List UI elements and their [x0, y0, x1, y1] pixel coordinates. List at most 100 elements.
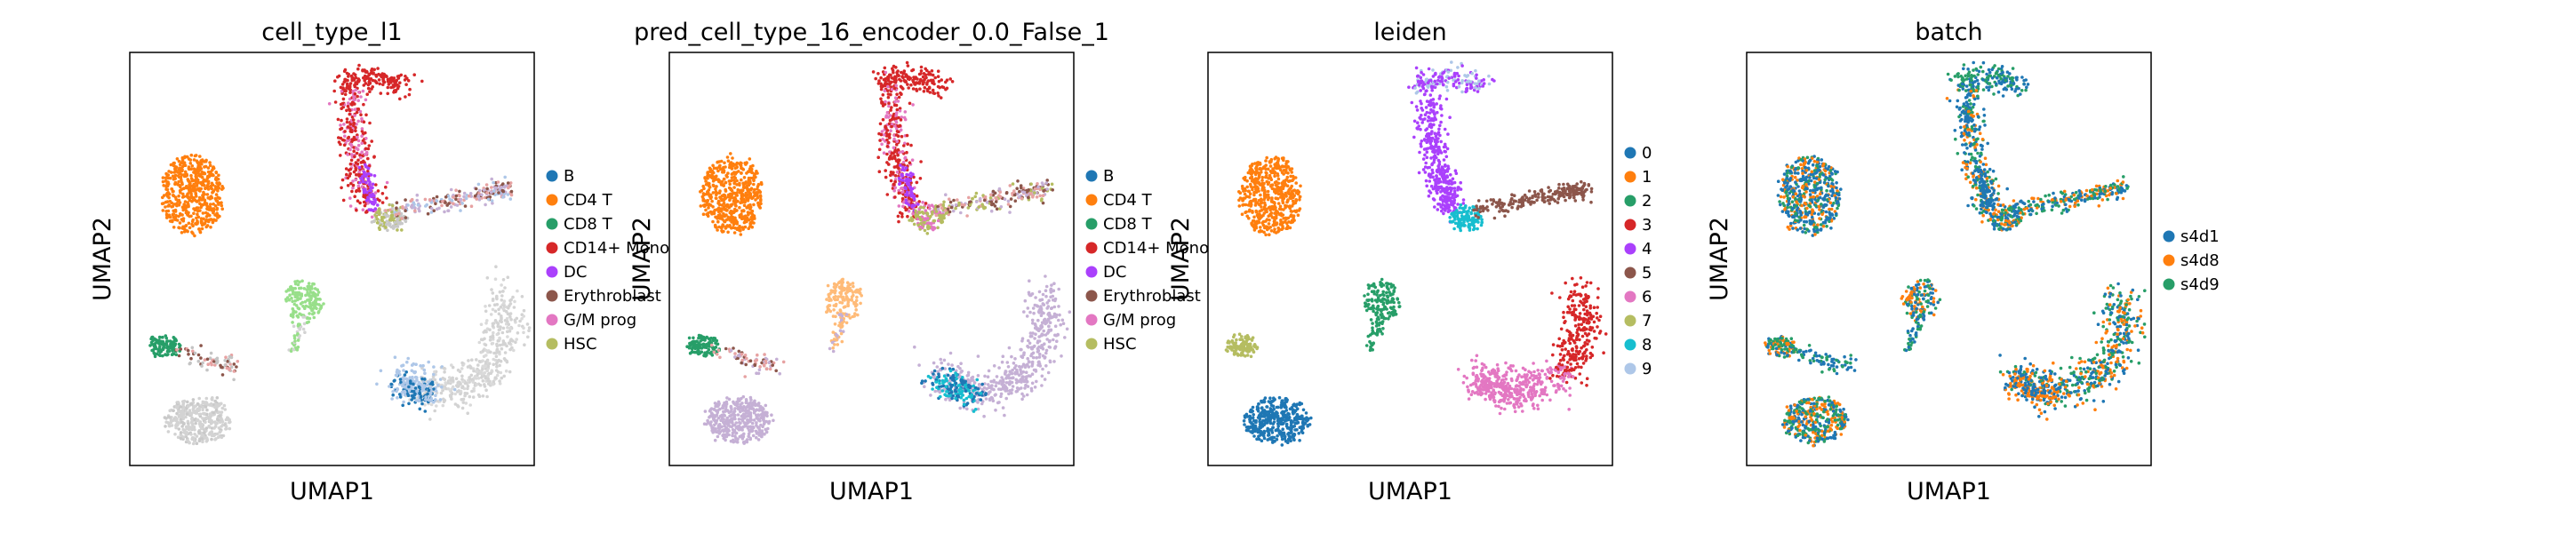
scatter-point [410, 203, 414, 207]
scatter-point [333, 79, 337, 83]
scatter-point [297, 306, 301, 311]
scatter-point [351, 179, 355, 183]
scatter-point [475, 382, 479, 386]
scatter-point [496, 359, 500, 363]
scatter-point [971, 196, 974, 201]
scatter-point [743, 194, 748, 197]
scatter-point [917, 82, 922, 85]
scatter-point [706, 214, 710, 218]
scatter-point [724, 227, 728, 230]
scatter-point [308, 301, 312, 306]
scatter-point [201, 405, 205, 410]
legend-label: DC [564, 263, 587, 282]
scatter-point [502, 186, 507, 189]
scatter-point [728, 182, 732, 187]
scatter-point [743, 225, 748, 229]
scatter-point [434, 202, 437, 206]
scatter-point [748, 359, 753, 363]
scatter-point [414, 399, 419, 402]
scatter-point [884, 70, 888, 75]
scatter-point [455, 203, 460, 207]
scatter-point [333, 100, 338, 104]
scatter-point [173, 180, 178, 185]
scatter-point [188, 158, 193, 162]
scatter-point [236, 360, 240, 363]
scatter-point [880, 99, 884, 104]
scatter-point [354, 129, 357, 133]
scatter-point [204, 396, 209, 401]
scatter-point [922, 211, 925, 215]
scatter-point [196, 402, 200, 406]
scatter-point [732, 219, 736, 222]
scatter-point [503, 351, 508, 354]
scatter-point [312, 315, 316, 320]
scatter-point [952, 198, 956, 203]
scatter-point [357, 91, 361, 94]
scatter-point [476, 194, 481, 198]
scatter-point [733, 192, 737, 195]
scatter-point [366, 83, 371, 87]
scatter-point [687, 336, 692, 340]
scatter-point [309, 284, 314, 289]
scatter-point [170, 201, 173, 205]
scatter-point [860, 294, 863, 298]
scatter-point [985, 200, 989, 204]
scatter-point [202, 190, 205, 195]
scatter-point [844, 305, 847, 309]
scatter-point [363, 74, 367, 78]
scatter-point [205, 416, 209, 420]
scatter-point [220, 201, 223, 204]
scatter-point [412, 73, 417, 76]
scatter-point [497, 191, 500, 195]
scatter-point [224, 418, 228, 422]
scatter-point [725, 430, 730, 434]
scatter-point [830, 290, 834, 294]
scatter-point [435, 404, 438, 408]
scatter-point [307, 282, 311, 285]
scatter-point [479, 338, 484, 342]
scatter-point [745, 356, 748, 361]
scatter-point [224, 427, 228, 431]
scatter-point [201, 401, 205, 405]
scatter-point [711, 219, 715, 224]
scatter-point [748, 169, 752, 172]
scatter-point [202, 222, 206, 227]
scatter-point [165, 216, 169, 219]
scatter-point [989, 200, 994, 203]
legend-label: G/M prog [564, 311, 636, 330]
scatter-point [209, 413, 213, 417]
scatter-point [352, 121, 356, 125]
scatter-point [362, 189, 366, 194]
scatter-point [200, 364, 204, 368]
scatter-point [917, 211, 922, 215]
scatter-point [198, 230, 203, 235]
scatter-point [192, 426, 196, 429]
scatter-point [192, 158, 196, 162]
scatter-point [505, 316, 509, 321]
legend-label: HSC [564, 335, 597, 354]
scatter-point [412, 379, 416, 384]
scatter-point [456, 404, 460, 409]
scatter-point [366, 179, 371, 182]
scatter-point [1021, 190, 1025, 194]
scatter-point [459, 197, 463, 202]
scatter-point [203, 411, 206, 416]
scatter-point [190, 184, 194, 188]
scatter-point [1027, 195, 1030, 200]
scatter-point [989, 193, 993, 197]
scatter-point [716, 348, 721, 353]
scatter-point [939, 96, 943, 99]
scatter-point [709, 343, 714, 347]
scatter-point [353, 91, 357, 96]
scatter-point [736, 413, 740, 417]
scatter-point [885, 138, 889, 142]
scatter-point [449, 378, 453, 382]
scatter-point [759, 412, 764, 417]
scatter-point [449, 389, 452, 394]
scatter-point [201, 408, 204, 412]
scatter-point [890, 124, 893, 129]
scatter-point [700, 188, 704, 193]
scatter-point [840, 278, 844, 282]
scatter-point [889, 171, 893, 174]
scatter-point [713, 423, 716, 427]
